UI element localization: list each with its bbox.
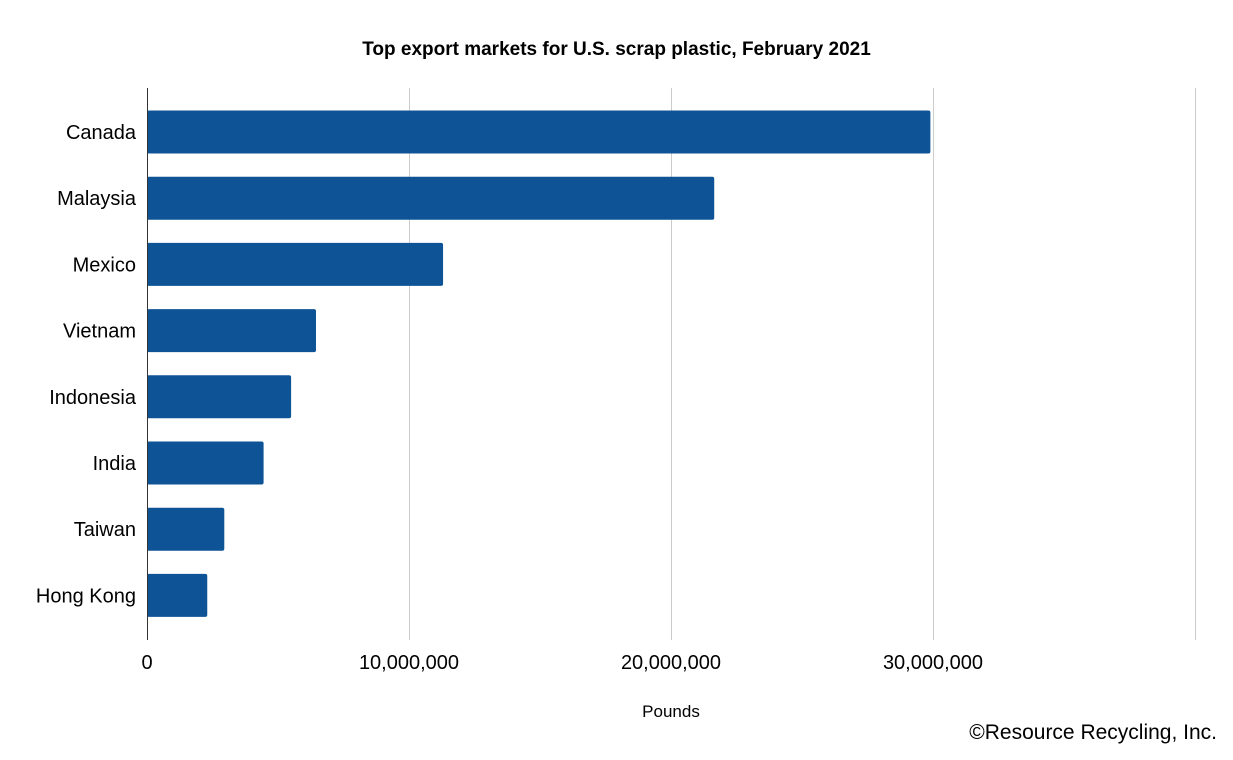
bar-malaysia [147,176,715,220]
bar-mexico [147,242,444,286]
bar-hong-kong [147,573,208,617]
bar-canada [147,110,931,154]
category-label: Hong Kong [36,585,136,607]
gridlines [409,88,1196,640]
bar-indonesia [147,375,292,419]
x-tick-label: 10,000,000 [359,652,459,674]
category-label: Indonesia [49,387,137,409]
category-label: India [93,453,137,475]
x-tick-labels: 0 10,000,000 20,000,000 30,000,000 [141,652,983,674]
category-label: Mexico [73,254,136,276]
x-axis-label: Pounds [642,702,700,721]
chart-title: Top export markets for U.S. scrap plasti… [362,39,871,60]
x-tick-label: 30,000,000 [883,652,983,674]
category-labels: Canada Malaysia Mexico Vietnam Indonesia Indi… [36,122,137,607]
bar-chart: Canada Malaysia Mexico Vietnam Indonesia Indi… [36,88,1196,674]
bar-vietnam [147,309,316,353]
bar-taiwan [147,507,225,551]
x-tick-label: 0 [141,652,152,674]
category-label: Vietnam [63,321,136,343]
bar-india [147,441,264,485]
bars [147,110,931,617]
category-label: Canada [66,122,137,144]
category-label: Malaysia [57,188,137,210]
x-tick-label: 20,000,000 [621,652,721,674]
category-label: Taiwan [74,519,136,541]
copyright-notice: ©Resource Recycling, Inc. [969,721,1217,744]
